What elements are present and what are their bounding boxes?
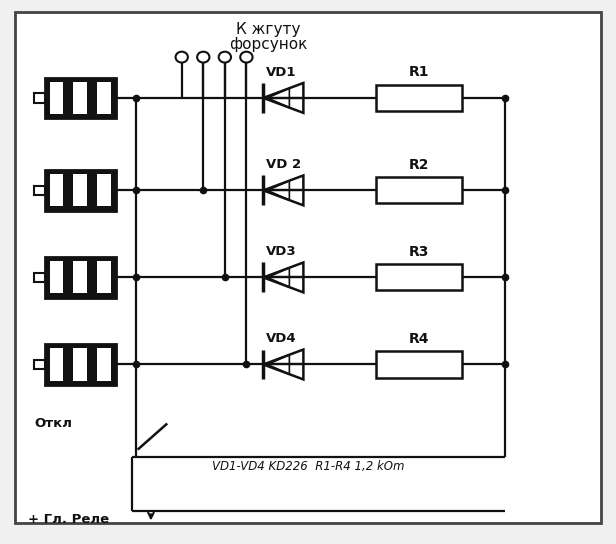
Bar xyxy=(92,170,116,211)
Bar xyxy=(50,348,63,381)
Bar xyxy=(45,257,68,298)
Bar xyxy=(45,257,116,298)
Bar xyxy=(97,261,111,294)
Text: + Гл. Реле: + Гл. Реле xyxy=(28,513,109,526)
Bar xyxy=(92,344,116,385)
Bar xyxy=(73,348,87,381)
Bar xyxy=(45,170,68,211)
Text: R2: R2 xyxy=(408,158,429,172)
Text: Откл: Откл xyxy=(34,417,72,430)
Bar xyxy=(34,360,45,369)
Bar xyxy=(376,264,462,290)
Bar xyxy=(92,257,116,298)
Bar xyxy=(97,82,111,114)
Bar xyxy=(50,175,63,206)
Bar xyxy=(68,78,92,119)
Bar xyxy=(45,170,116,211)
Bar xyxy=(34,186,45,195)
Bar xyxy=(45,78,116,119)
Bar xyxy=(50,82,63,114)
Bar xyxy=(34,273,45,282)
Bar xyxy=(68,257,92,298)
Text: VD3: VD3 xyxy=(267,245,297,258)
Bar xyxy=(97,348,111,381)
Bar xyxy=(45,344,68,385)
Bar xyxy=(68,170,92,211)
Bar xyxy=(376,351,462,378)
Bar xyxy=(97,175,111,206)
Bar xyxy=(34,93,45,103)
Text: R4: R4 xyxy=(408,332,429,346)
Text: VD1: VD1 xyxy=(267,66,297,79)
Text: VD 2: VD 2 xyxy=(267,158,302,171)
Text: VD4: VD4 xyxy=(267,332,297,345)
Bar xyxy=(73,261,87,294)
Text: К жгуту: К жгуту xyxy=(236,22,300,37)
Bar xyxy=(376,85,462,111)
Bar xyxy=(73,175,87,206)
Bar xyxy=(68,344,92,385)
Text: форсунок: форсунок xyxy=(229,37,307,52)
Bar xyxy=(73,82,87,114)
Bar xyxy=(92,78,116,119)
Text: R3: R3 xyxy=(408,245,429,259)
Bar xyxy=(45,344,116,385)
Bar xyxy=(45,78,68,119)
Bar xyxy=(376,177,462,203)
Text: VD1-VD4 KD226  R1-R4 1,2 kOm: VD1-VD4 KD226 R1-R4 1,2 kOm xyxy=(212,460,404,473)
Bar xyxy=(50,261,63,294)
Text: R1: R1 xyxy=(408,65,429,79)
